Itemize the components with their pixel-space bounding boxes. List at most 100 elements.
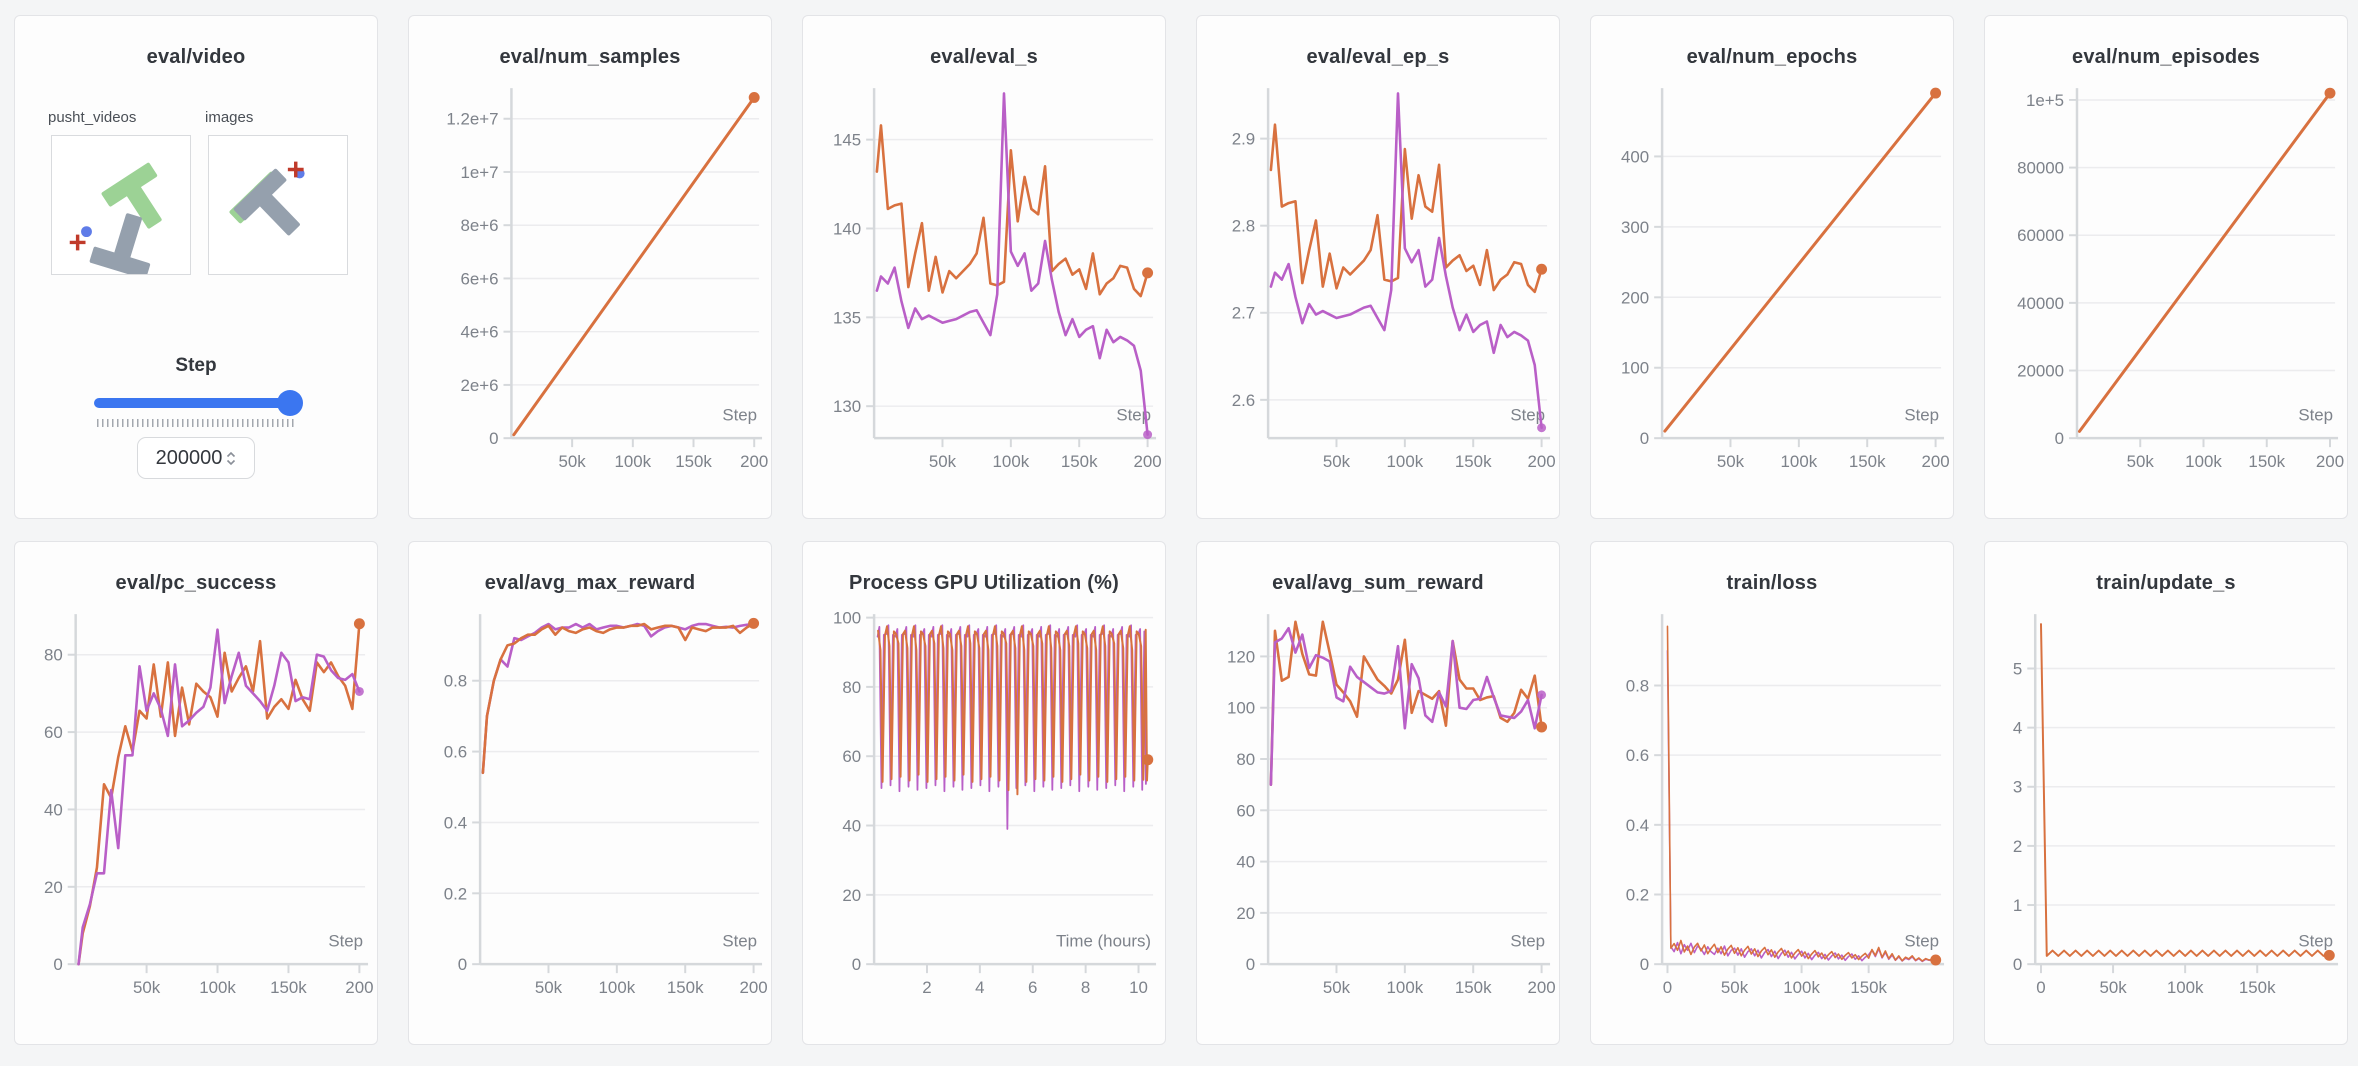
chart-canvas[interactable]: 0 20 40 60 80 100 120 50k 100k 150k 200 Step — [1197, 597, 1559, 1031]
endpoint-dot-run-orange — [1142, 754, 1154, 766]
chart-panel-eval-num-samples: eval/num_samples 0 2e+6 4e+6 6e+6 8e+6 1e+7 1.2… — [408, 15, 772, 519]
svg-text:150k: 150k — [675, 452, 712, 471]
x-axis-label: Step — [1904, 931, 1939, 950]
chart-title: eval/num_epochs — [1686, 46, 1858, 68]
svg-text:1.2e+7: 1.2e+7 — [446, 110, 498, 129]
chart-canvas[interactable]: 0 20 40 60 80 50k 100k 150k 200 Step — [15, 597, 377, 1031]
endpoint-dot-run-orange — [2323, 949, 2335, 961]
chart-canvas[interactable]: 0 2e+6 4e+6 6e+6 8e+6 1e+7 1.2e+7 50k 100k 150k 20… — [409, 71, 771, 505]
svg-text:50k: 50k — [133, 978, 161, 997]
chart-panel-eval-avg-max-reward: eval/avg_max_reward 0 0.2 0.4 0.6 0.8 50k 100k 1… — [408, 541, 772, 1045]
stepper-arrows-icon[interactable] — [226, 451, 236, 466]
series-line-run-orange — [481, 622, 755, 775]
chevron-up-icon[interactable] — [226, 451, 236, 458]
slider-tick-marks — [97, 419, 295, 427]
x-axis-label: Step — [722, 931, 757, 950]
svg-text:40: 40 — [842, 816, 861, 835]
step-input[interactable]: 200000 — [137, 437, 255, 479]
series-line-run-purple — [1269, 626, 1543, 786]
series-line-run-orange — [2039, 623, 2331, 957]
svg-text:2: 2 — [2013, 837, 2022, 856]
svg-text:200: 200 — [740, 978, 768, 997]
chart-title: eval/eval_s — [930, 46, 1038, 68]
target-cross-icon — [287, 161, 304, 178]
svg-text:50k: 50k — [1323, 978, 1351, 997]
media-panel-eval-video: eval/video pusht_videos images — [14, 15, 378, 519]
svg-text:1: 1 — [2013, 896, 2022, 915]
endpoint-dot-run-orange — [1536, 721, 1548, 733]
image-thumbnail-images[interactable] — [208, 135, 348, 275]
svg-text:135: 135 — [833, 308, 861, 327]
svg-text:130: 130 — [833, 397, 861, 416]
endpoint-dot-run-purple — [1537, 690, 1547, 700]
endpoint-dot-run-orange — [353, 618, 365, 630]
chart-panel-eval-eval-s: eval/eval_s 130 135 140 145 50k 100k 150k 200 Ste… — [802, 15, 1166, 519]
svg-text:4e+6: 4e+6 — [460, 323, 498, 342]
svg-text:0: 0 — [1663, 978, 1672, 997]
svg-text:150k: 150k — [1849, 452, 1886, 471]
svg-text:0: 0 — [1640, 429, 1649, 448]
chart-panel-eval-pc-success: eval/pc_success 0 20 40 60 80 50k 100k 150k 200 St… — [14, 541, 378, 1045]
chart-title: train/loss — [1726, 572, 1818, 594]
pusht-image-icon — [229, 161, 305, 236]
svg-text:100: 100 — [1621, 359, 1649, 378]
chart-canvas[interactable]: 0 0.2 0.4 0.6 0.8 50k 100k 150k 200 Step — [409, 597, 771, 1031]
svg-text:2.8: 2.8 — [1232, 217, 1255, 236]
chart-canvas[interactable]: 2.6 2.7 2.8 2.9 50k 100k 150k 200 Step — [1197, 71, 1559, 505]
svg-text:80000: 80000 — [2017, 159, 2064, 178]
svg-text:6e+6: 6e+6 — [460, 269, 498, 288]
svg-text:100: 100 — [1227, 699, 1255, 718]
svg-text:100k: 100k — [1387, 452, 1424, 471]
x-axis-label: Step — [722, 405, 757, 424]
svg-text:100k: 100k — [1387, 978, 1424, 997]
svg-text:8: 8 — [1081, 978, 1090, 997]
chart-title: Process GPU Utilization (%) — [849, 572, 1119, 594]
svg-text:140: 140 — [833, 219, 861, 238]
svg-text:50k: 50k — [559, 452, 587, 471]
svg-text:2.7: 2.7 — [1232, 304, 1255, 323]
svg-text:60: 60 — [44, 723, 63, 742]
target-cross-icon — [69, 234, 86, 251]
series-line-run-orange — [1663, 91, 1938, 433]
slider-track[interactable] — [93, 398, 299, 408]
svg-text:0: 0 — [2036, 978, 2045, 997]
svg-text:3: 3 — [2013, 778, 2022, 797]
svg-text:2.6: 2.6 — [1232, 391, 1255, 410]
thumbnail-row — [15, 135, 377, 275]
series-line-run-purple — [1666, 649, 1937, 963]
svg-text:100k: 100k — [199, 978, 236, 997]
series-line-run-purple — [1269, 92, 1543, 430]
chart-canvas[interactable]: 0 100 200 300 400 50k 100k 150k 200 Step — [1591, 71, 1953, 505]
svg-text:100k: 100k — [993, 452, 1030, 471]
video-thumbnail-pusht-videos[interactable] — [51, 135, 191, 275]
svg-text:200: 200 — [1621, 288, 1649, 307]
svg-text:0.2: 0.2 — [1626, 885, 1649, 904]
series-line-run-orange — [1269, 123, 1543, 294]
chart-panel-eval-num-epochs: eval/num_epochs 0 100 200 300 400 50k 100k 150k 2… — [1590, 15, 1954, 519]
chart-canvas[interactable]: 0 20 40 60 80 100 2 4 6 8 10 Time (hours) — [803, 597, 1165, 1031]
svg-text:400: 400 — [1621, 147, 1649, 166]
chart-canvas[interactable]: 0 20000 40000 60000 80000 1e+5 50k 100k 150k 200 S… — [1985, 71, 2347, 505]
svg-text:50k: 50k — [1721, 978, 1749, 997]
svg-text:5: 5 — [2013, 659, 2022, 678]
chart-canvas[interactable]: 0 0.2 0.4 0.6 0.8 0 50k 100k 150k Step — [1591, 597, 1953, 1031]
svg-text:145: 145 — [833, 131, 861, 150]
step-slider[interactable] — [93, 390, 303, 416]
svg-text:200: 200 — [1922, 452, 1950, 471]
endpoint-dot-run-purple — [1537, 423, 1547, 433]
endpoint-dot-run-orange — [2324, 87, 2336, 99]
svg-text:150k: 150k — [667, 978, 704, 997]
chart-canvas[interactable]: 0 1 2 3 4 5 0 50k 100k 150k Step — [1985, 597, 2347, 1031]
svg-text:100k: 100k — [615, 452, 652, 471]
svg-text:80: 80 — [842, 678, 861, 697]
slider-knob[interactable] — [276, 390, 303, 416]
svg-text:20: 20 — [1236, 904, 1255, 923]
chart-canvas[interactable]: 130 135 140 145 50k 100k 150k 200 Step — [803, 71, 1165, 505]
endpoint-dot-run-orange — [1142, 267, 1154, 279]
svg-text:2.9: 2.9 — [1232, 130, 1255, 149]
x-axis-label: Step — [1510, 931, 1545, 950]
series-line-run-orange — [2077, 91, 2332, 433]
svg-text:100k: 100k — [1783, 978, 1820, 997]
series-line-run-purple — [77, 628, 361, 966]
chevron-down-icon[interactable] — [226, 459, 236, 466]
